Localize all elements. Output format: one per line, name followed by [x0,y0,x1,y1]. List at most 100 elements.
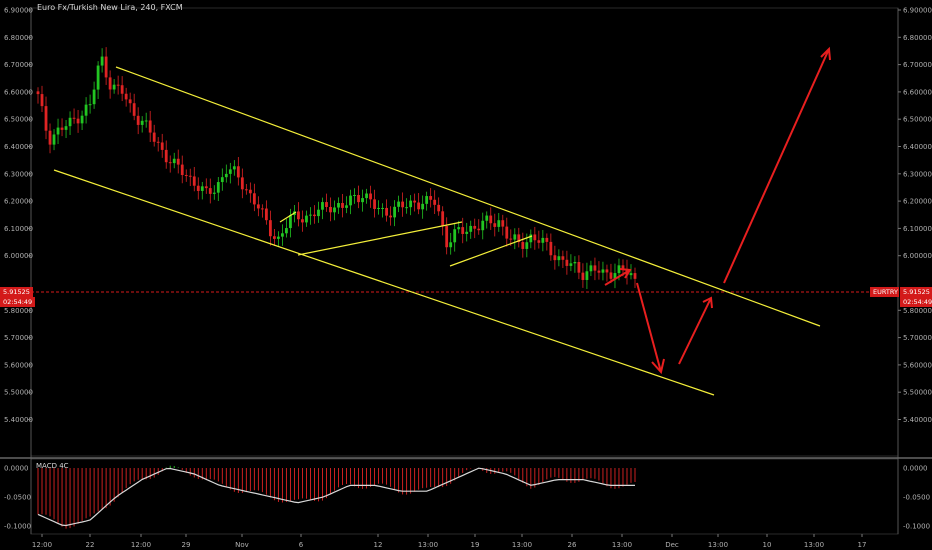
x-tick-label: 13:00 [708,541,728,549]
candle-body [313,214,316,217]
y-tick-right: 6.20000 [903,198,932,206]
x-tick-label: 13:00 [612,541,632,549]
candle-body [537,240,541,243]
candle-body [84,104,88,116]
candle-body [297,211,300,220]
support-trendline-1[interactable] [297,221,463,256]
candle-body [289,215,292,229]
candle-body [613,273,617,279]
candle-body [385,207,388,216]
candle-body [469,225,473,232]
projection-arrows[interactable] [604,46,831,375]
x-tick-label: 12:00 [131,541,151,549]
candle-body [545,237,549,242]
candle-body [629,273,633,276]
candle-body [449,242,453,248]
resistance-trendline-small[interactable] [279,211,297,223]
y-tick-right: 6.40000 [903,143,932,151]
candle-body [529,234,533,243]
candle-body [52,134,56,145]
candle-body [533,234,537,241]
candle-body [457,227,461,230]
candle-body [329,206,332,213]
candle-body [357,194,360,203]
candle-body [489,215,493,224]
candle-body [216,182,220,193]
candle-body [208,188,212,194]
x-tick-label: 13:00 [804,541,824,549]
x-tick-label: 19 [471,541,480,549]
candle-body [505,226,509,239]
arrow-up-leg-2 [723,48,830,284]
candle-body [164,149,168,163]
candle-body [441,211,445,227]
candle-body [176,158,180,165]
x-tick-label: 6 [299,541,304,549]
candle-body [445,226,449,248]
candle-body [40,94,44,107]
arrow-small-up [604,269,631,286]
candle-body [44,106,48,131]
macd-tick-left: -0.1000 [4,523,31,531]
macd-label: MACD 4C [36,462,69,470]
candle-body [281,233,284,237]
candle-body [272,236,276,239]
y-tick-right: 6.80000 [903,34,932,42]
channel-lower-line[interactable] [53,169,715,396]
candle-body [180,164,184,176]
candle-body [36,91,40,95]
candle-body [192,176,196,186]
candle-body [493,223,497,227]
candle-body [437,204,441,212]
x-tick-label: 12:00 [32,541,52,549]
candle-body [585,271,589,280]
macd-signal-line [37,467,635,527]
countdown-tag-right: 02:54:49 [900,297,932,307]
candle-body [68,117,72,127]
y-tick-right: 6.00000 [903,252,932,260]
candle-body [196,185,200,191]
arrow-up-leg-1 [678,297,712,365]
candle-body [168,162,172,164]
y-tick-left: 6.00000 [4,252,33,260]
macd-tick-right: 0.0000 [903,465,928,473]
candle-body [248,189,252,194]
candle-body [377,207,380,209]
candle-body [112,84,116,90]
candle-body [589,265,593,272]
candle-body [389,215,392,218]
candle-body [477,228,481,231]
candle-body [92,89,96,105]
candle-body [184,175,188,177]
candle-body [393,206,396,218]
candle-body [413,200,417,203]
last-price-left: 5.91525 [3,288,30,296]
countdown-tag-left: 02:54:49 [0,297,36,307]
symbol-label: EURTRY [873,288,898,296]
candle-body [305,215,308,223]
candle-body [96,65,100,90]
candle-body [621,265,625,269]
candle-body [433,199,437,205]
symbol-tag-right: EURTRY [870,287,899,297]
candle-body [317,209,320,217]
candle-body [321,202,324,210]
candle-body [212,192,216,194]
candle-body [200,186,204,191]
candle-body [381,207,384,209]
candle-body [72,117,76,119]
candle-body [513,234,517,240]
chart-title: Euro Fx/Turkish New Lira, 240, FXCM [37,3,183,12]
candle-body [188,175,192,177]
candle-body [353,194,356,196]
candle-body [204,186,208,189]
candle-body [465,231,469,234]
candle-body [617,265,621,274]
candle-body [152,132,156,142]
channel-upper-line[interactable] [115,66,821,327]
candle-body [232,166,236,170]
candle-body [48,130,52,145]
y-tick-right: 6.70000 [903,61,932,69]
support-trendline-2[interactable] [449,235,533,267]
